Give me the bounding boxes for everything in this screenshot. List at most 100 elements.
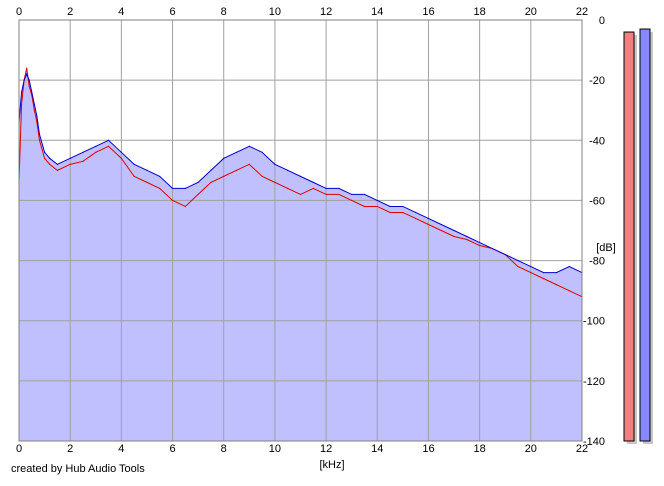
series-2-point — [338, 187, 340, 189]
series-1-point — [33, 109, 35, 111]
series-2-point — [491, 247, 494, 250]
series-2-point — [197, 181, 199, 183]
x-tick-label-top: 18 — [474, 6, 486, 18]
series-2-point — [36, 115, 38, 117]
series-2-point — [107, 139, 110, 141]
series-1-point — [95, 151, 97, 153]
series-2-point — [363, 193, 366, 196]
series-1-point — [440, 229, 442, 232]
series-1-point — [555, 284, 558, 286]
series-1-point — [49, 163, 51, 165]
series-1-point — [299, 193, 302, 196]
series-2-point — [28, 79, 30, 81]
series-2-point — [69, 157, 71, 159]
series-1-point — [312, 187, 314, 189]
channel-meter-2 — [639, 28, 651, 442]
y-tick-label: -80 — [589, 256, 605, 268]
series-2-point — [23, 79, 25, 81]
series-2-point — [402, 205, 404, 208]
series-1-point — [120, 157, 122, 159]
series-2-point — [287, 169, 289, 171]
series-2-point — [120, 151, 122, 153]
series-2-point — [389, 205, 391, 208]
series-1-point — [146, 181, 148, 183]
series-1-point — [351, 199, 353, 202]
series-1-point — [261, 175, 263, 177]
series-2-point — [351, 193, 353, 196]
series-1-point — [43, 157, 46, 159]
series-2-point — [325, 187, 327, 189]
y-tick-label: -60 — [589, 195, 605, 207]
x-tick-label-top: 12 — [320, 6, 332, 18]
series-2-point — [56, 163, 58, 165]
series-1-point — [402, 211, 404, 214]
x-axis-unit-label: [kHz] — [319, 459, 344, 471]
series-2-point — [31, 91, 33, 93]
series-1-point — [415, 217, 417, 220]
y-axis-unit-label: [dB] — [596, 242, 616, 254]
series-2-point — [26, 73, 28, 75]
x-tick-label-top: 8 — [221, 6, 227, 18]
series-2-point — [440, 223, 442, 226]
series-2-point — [82, 151, 84, 153]
x-tick-label-bottom: 14 — [371, 443, 383, 455]
series-1-point — [26, 67, 28, 69]
series-1-point — [133, 175, 135, 177]
x-tick-label-bottom: 10 — [269, 443, 281, 455]
x-tick-label-top: 20 — [525, 6, 537, 18]
x-tick-label-bottom: 2 — [67, 443, 73, 455]
series-1-point — [159, 187, 161, 189]
series-1-point — [69, 163, 71, 165]
x-tick-label-top: 4 — [118, 6, 124, 18]
series-2-point — [146, 169, 148, 171]
series-2-point — [555, 272, 558, 274]
y-tick-label: -40 — [589, 135, 605, 147]
series-1-point — [38, 139, 41, 141]
series-1-point — [453, 235, 455, 238]
x-tick-label-bottom: 20 — [525, 443, 537, 455]
series-1-point — [197, 193, 199, 196]
x-tick-label-bottom: 16 — [422, 443, 434, 455]
series-2-point — [517, 259, 519, 262]
series-2-point — [43, 151, 46, 153]
series-1-point — [223, 175, 225, 177]
x-tick-label-top: 2 — [67, 6, 73, 18]
series-1-point — [20, 103, 23, 105]
series-2-point — [159, 175, 161, 177]
series-2-point — [210, 169, 212, 171]
credit-text: created by Hub Audio Tools — [11, 463, 145, 475]
y-tick-label: 0 — [599, 15, 605, 27]
series-2-point — [415, 211, 417, 214]
x-tick-label-bottom: 12 — [320, 443, 332, 455]
x-tick-label-top: 10 — [269, 6, 281, 18]
series-2-point — [453, 229, 455, 232]
y-tick-label: -20 — [589, 75, 605, 87]
series-1-point — [82, 160, 84, 162]
series-2-point — [171, 187, 174, 189]
series-2-point — [568, 265, 570, 268]
x-tick-label-bottom: 18 — [474, 443, 486, 455]
series-2-point — [274, 163, 276, 165]
x-tick-label-top: 16 — [422, 6, 434, 18]
series-2-point — [235, 151, 238, 153]
series-1-point — [107, 145, 110, 147]
series-2-point — [20, 91, 23, 93]
series-2-point — [299, 175, 302, 177]
series-2-point — [95, 145, 97, 147]
series-1-point — [210, 181, 212, 183]
y-tick-label: -100 — [583, 316, 605, 328]
series-2-point — [38, 133, 41, 135]
series-1-point — [235, 169, 238, 171]
series-1-point — [466, 238, 468, 241]
series-1-point — [56, 169, 58, 171]
series-2-point — [49, 157, 51, 159]
x-tick-label-bottom: 0 — [16, 443, 22, 455]
series-1-point — [376, 205, 378, 208]
channel-meter-1 — [623, 31, 635, 442]
x-tick-label-bottom: 4 — [118, 443, 124, 455]
x-tick-label-bottom: 8 — [221, 443, 227, 455]
series-2-point — [33, 103, 35, 105]
series-2-point — [248, 145, 250, 147]
